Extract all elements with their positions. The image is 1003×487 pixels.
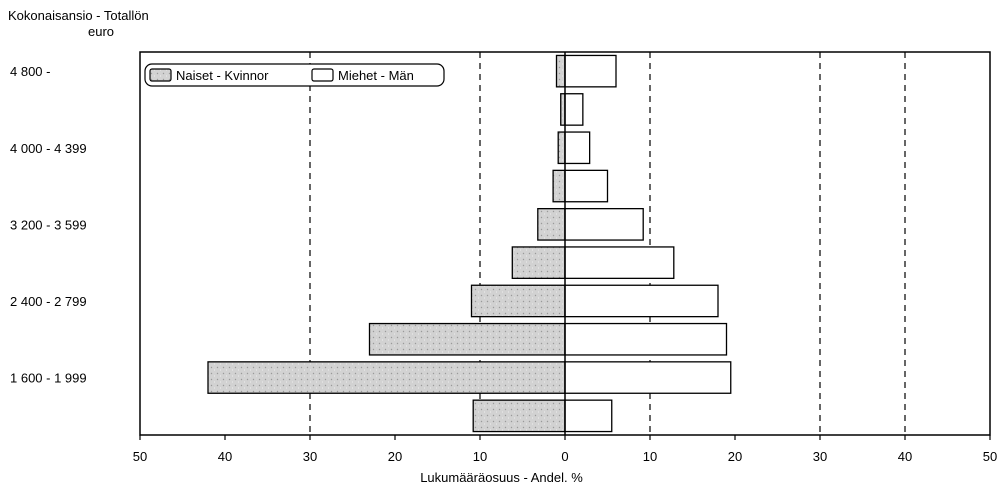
bar-naiset — [555, 54, 566, 88]
bar-miehet — [564, 399, 613, 433]
bar-naiset — [552, 169, 566, 203]
bar-naiset — [470, 284, 566, 318]
legend-frame — [144, 63, 445, 87]
y-axis-title-line1: Kokonaisansio - Totallön — [8, 8, 149, 23]
y-tick-labels: 1 600 - 1 999 2 400 - 2 799 3 200 - 3 599 4… — [10, 64, 87, 385]
bar-naiset — [537, 207, 566, 241]
x-axis-title: Lukumääräosuus - Andel. % — [420, 470, 583, 485]
bar-miehet — [564, 207, 644, 241]
bar-naiset — [557, 131, 566, 165]
x-tick-label: 40 — [898, 449, 912, 464]
y-axis-title-line2: euro — [88, 24, 115, 39]
y-tick-label: 4 000 - 4 399 — [10, 141, 87, 156]
x-tick-label: 50 — [983, 449, 997, 464]
legend-label-miehet: Miehet - Män — [338, 68, 414, 83]
x-tick-label: 10 — [643, 449, 657, 464]
bar-miehet — [564, 54, 617, 88]
legend: Naiset - Kvinnor Miehet - Män — [144, 63, 445, 87]
bars — [207, 54, 732, 433]
bar-miehet — [564, 246, 675, 280]
legend-swatch-miehet — [311, 68, 334, 82]
bar-miehet — [564, 131, 591, 165]
y-tick-label: 3 200 - 3 599 — [10, 217, 87, 232]
x-tick-label: 20 — [388, 449, 402, 464]
bar-naiset — [511, 246, 566, 280]
y-tick-label: 1 600 - 1 999 — [10, 371, 87, 386]
bar-naiset — [472, 399, 566, 433]
y-tick-label: 4 800 - — [10, 64, 50, 79]
bar-naiset — [368, 322, 566, 356]
x-tick-label: 50 — [133, 449, 147, 464]
x-tick-label: 10 — [473, 449, 487, 464]
bar-naiset — [207, 361, 566, 394]
x-tick-label: 40 — [218, 449, 232, 464]
x-tick-label: 20 — [728, 449, 742, 464]
bar-miehet — [564, 169, 609, 203]
legend-label-naiset: Naiset - Kvinnor — [176, 68, 269, 83]
bar-miehet — [564, 361, 732, 394]
legend-swatch-naiset — [149, 68, 172, 82]
x-tick-label: 30 — [303, 449, 317, 464]
y-tick-label: 2 400 - 2 799 — [10, 294, 87, 309]
x-tick-label: 0 — [561, 449, 568, 464]
bar-miehet — [564, 93, 584, 126]
x-tick-label: 30 — [813, 449, 827, 464]
bar-miehet — [564, 322, 728, 356]
x-tick-labels: 50 40 30 20 10 0 10 20 30 40 50 — [133, 435, 997, 464]
y-axis-title: Kokonaisansio - Totallön euro — [8, 8, 149, 40]
bar-miehet — [564, 284, 719, 318]
